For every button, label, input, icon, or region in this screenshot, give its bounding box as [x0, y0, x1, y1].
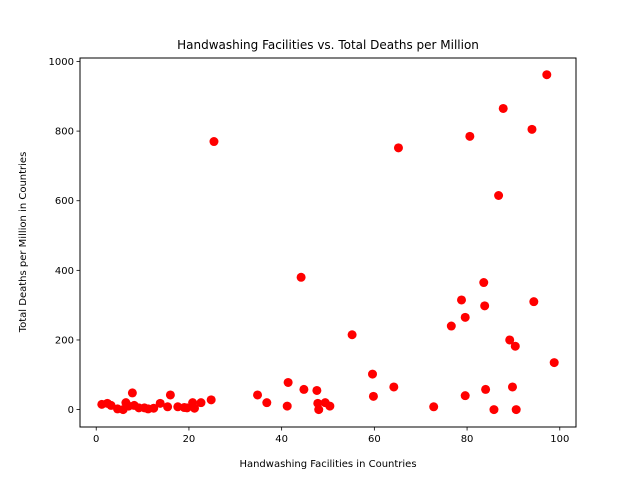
x-tick-label: 20	[183, 434, 196, 445]
x-tick-label: 0	[93, 434, 99, 445]
data-point	[206, 395, 216, 405]
data-point	[163, 402, 173, 412]
data-point	[494, 191, 504, 201]
data-point	[312, 385, 322, 395]
x-tick-label: 40	[275, 434, 288, 445]
data-point	[173, 402, 183, 412]
data-point	[542, 70, 552, 80]
data-point	[189, 403, 199, 413]
data-point	[299, 384, 309, 394]
x-axis-label: Handwashing Facilities in Countries	[239, 459, 416, 470]
data-point	[155, 398, 165, 408]
data-point	[262, 398, 272, 408]
data-point	[549, 358, 559, 368]
data-point	[481, 384, 491, 394]
data-point	[446, 321, 456, 331]
data-point	[429, 402, 439, 412]
data-point	[149, 403, 159, 413]
data-point	[489, 405, 499, 415]
data-point	[480, 301, 490, 311]
x-axis-ticks: 0 20 40 60 80 100	[93, 427, 569, 445]
x-tick-label: 100	[550, 434, 569, 445]
y-axis-ticks: 0 200 400 600 800 1000	[49, 57, 80, 416]
plot-frame	[79, 57, 577, 428]
data-point	[314, 405, 324, 415]
data-points	[97, 70, 559, 415]
data-point	[165, 390, 175, 400]
data-point	[389, 382, 399, 392]
data-point	[196, 398, 206, 408]
data-point	[479, 278, 489, 288]
data-point	[465, 131, 475, 141]
y-tick-label: 0	[68, 405, 74, 416]
data-point	[296, 272, 306, 282]
data-point	[507, 382, 517, 392]
data-point	[460, 391, 470, 401]
data-point	[283, 377, 293, 387]
data-point	[127, 388, 137, 398]
data-point	[282, 401, 292, 411]
data-point	[325, 401, 335, 411]
data-point	[460, 312, 470, 322]
y-tick-label: 600	[55, 196, 74, 207]
data-point	[457, 295, 467, 305]
data-point	[393, 143, 403, 153]
y-tick-label: 200	[55, 335, 74, 346]
y-tick-label: 1000	[49, 57, 74, 68]
data-point	[529, 297, 539, 307]
y-tick-label: 400	[55, 266, 74, 277]
data-point	[498, 103, 508, 113]
data-point	[368, 369, 378, 379]
data-point	[347, 330, 357, 340]
data-point	[368, 391, 378, 401]
data-point	[511, 405, 521, 415]
data-point	[527, 124, 537, 134]
chart-title: Handwashing Facilities vs. Total Deaths …	[177, 38, 479, 52]
data-point	[209, 137, 219, 147]
x-tick-label: 80	[461, 434, 474, 445]
data-point	[510, 341, 520, 351]
x-tick-label: 60	[368, 434, 381, 445]
data-point	[505, 335, 515, 345]
y-tick-label: 800	[55, 127, 74, 138]
y-axis-label: Total Deaths per Million in Countries	[18, 152, 29, 334]
data-point	[253, 390, 263, 400]
